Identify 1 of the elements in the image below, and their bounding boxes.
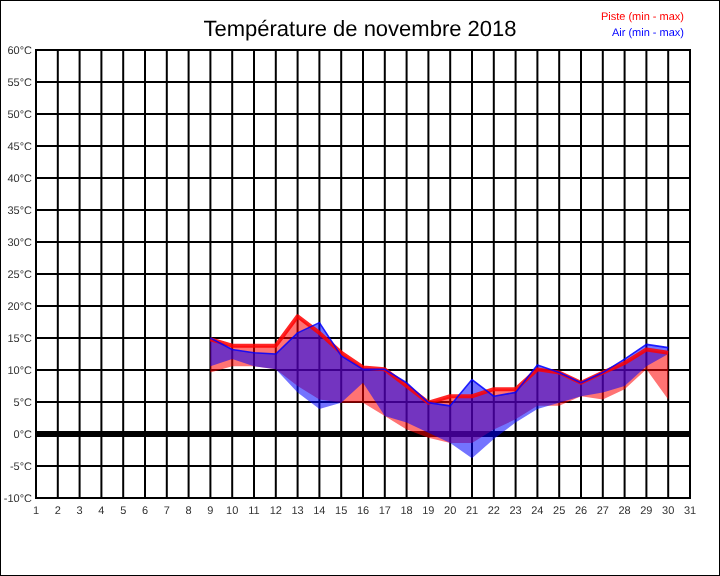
chart-title: Température de novembre 2018 xyxy=(203,18,517,42)
